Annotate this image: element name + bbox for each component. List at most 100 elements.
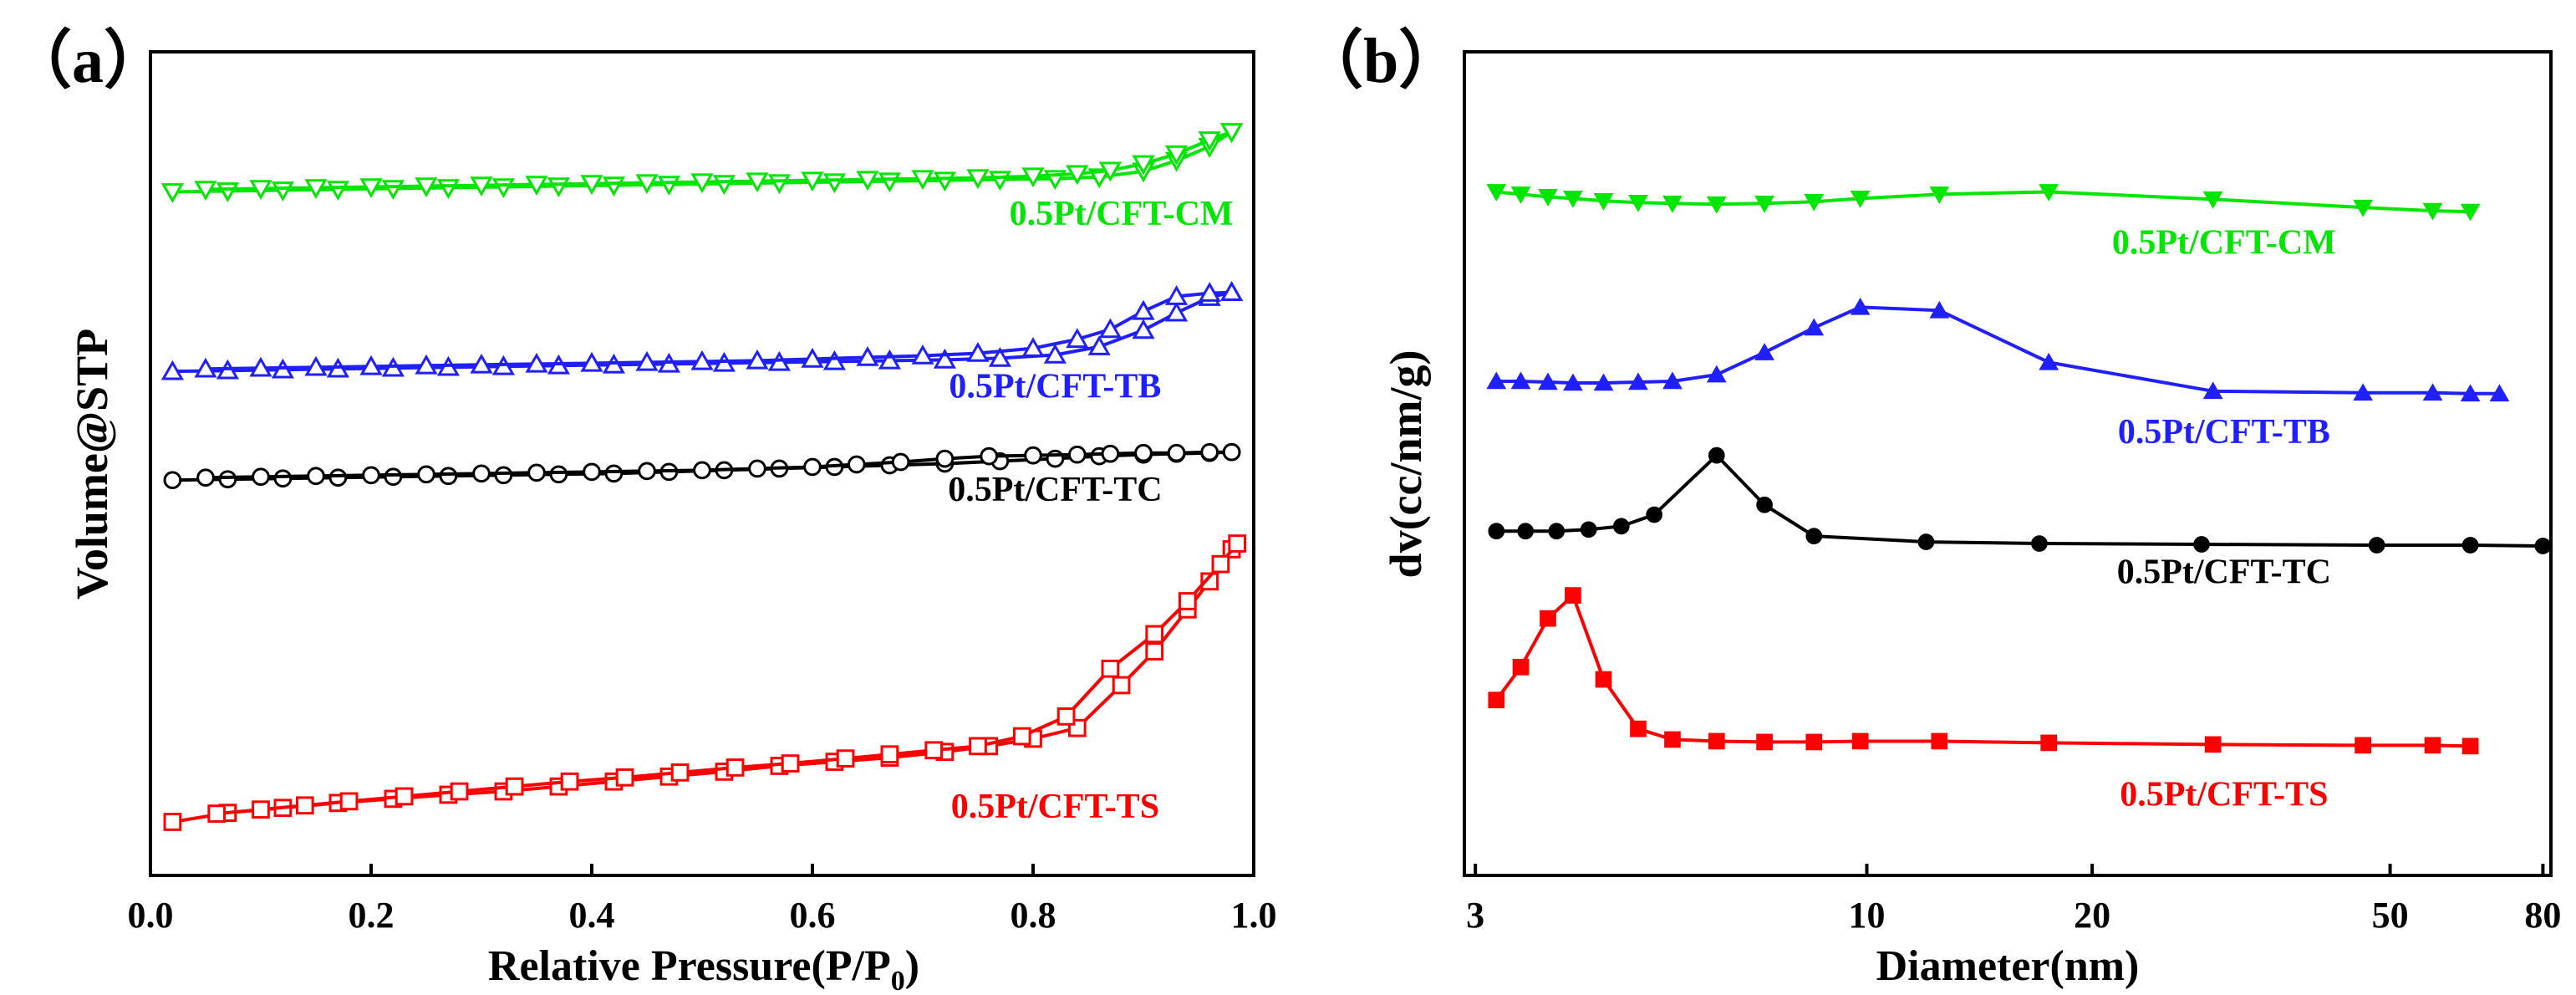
data-point [748,459,766,478]
data-point [1628,194,1648,212]
x-tick-label: 20 [2074,895,2110,936]
x-tick-label: 0.2 [349,895,395,936]
data-point [1805,528,1823,545]
data-point [163,471,182,490]
data-point [1646,506,1662,523]
data-point [1706,365,1727,383]
data-point [746,349,769,370]
data-point [304,355,328,376]
data-point [1145,642,1164,661]
data-point [1486,184,1507,202]
data-point [1548,523,1565,540]
data-point [1804,193,1825,212]
panel-a-x-axis-label: Relative Pressure(P/P0) [488,942,919,995]
data-point [1132,155,1155,176]
series-line [1496,453,2543,548]
data-point [439,467,458,486]
data-point [1112,676,1131,695]
panel-b-y-axis-label: dv(cc/nm/g) [1381,350,1431,579]
series-0-5pt-cft-ts: 0.5Pt/CFT-TS [1488,587,2479,814]
data-point [415,177,438,198]
data-point [1538,372,1558,390]
data-point [1043,344,1067,364]
series-0-5pt-cft-tb: 0.5Pt/CFT-TB [160,281,1244,406]
data-point [359,178,383,199]
data-point [2193,536,2210,553]
data-point [1804,318,1825,336]
legend-label-0-5pt-cft-tb: 0.5Pt/CFT-TB [2118,413,2330,452]
legend-label-0-5pt-cft-cm: 0.5Pt/CFT-CM [2112,223,2336,262]
data-point [580,175,603,196]
data-point [1512,658,1530,676]
data-point [194,357,217,378]
data-point [549,465,568,484]
data-point [1517,523,1535,540]
data-point [847,455,866,474]
data-point [1178,592,1197,610]
data-point [615,768,634,787]
panel-a-x-ticks: 0.0 0.2 0.4 0.6 0.8 1.0 [128,864,1277,936]
data-point [252,467,270,487]
data-point [1066,165,1089,186]
data-point [1851,732,1869,750]
data-point [525,176,548,196]
data-point [1488,523,1505,540]
data-point [604,464,624,483]
data-point [2424,737,2441,754]
data-point [1101,659,1120,678]
data-point [1510,186,1531,204]
panel-b-series-group: 0.5Pt/CFT-CM 0.5Pt/CFT-TB 0.5Pt/CFT-TC 0.5P… [1486,184,2552,814]
panel-b-x-ticks: 3 10 20 50 80 [1466,864,2561,936]
data-point [1067,445,1087,464]
data-point [2202,381,2223,400]
panel-a-series-group: 0.5Pt/CFT-CM 0.5Pt/CFT-TB 0.5Pt/CFT-TC 0.5P… [160,123,1247,831]
data-point [690,350,714,370]
panel-a-y-axis-label: Volume@STP [67,329,117,600]
data-point [856,171,879,191]
data-point [988,346,1011,367]
x-tick-label: 80 [2524,895,2561,936]
data-point [1929,300,1950,319]
data-point [878,349,901,370]
data-point [1538,189,1558,207]
data-point [1145,625,1164,644]
series-0-5pt-cft-cm: 0.5Pt/CFT-CM [160,123,1244,233]
series-line [1496,305,2500,395]
data-point [2039,184,2059,202]
data-point [1012,727,1031,746]
data-point [980,446,999,466]
legend-label-0-5pt-cft-cm: 0.5Pt/CFT-CM [1010,195,1234,233]
panel-b-plot-frame [1463,50,2553,877]
data-point [1706,196,1727,214]
data-point [836,749,855,768]
data-point [856,345,879,366]
data-point [690,173,714,194]
data-point [933,348,956,369]
panel-b-label: （b） [1300,26,1462,96]
data-point [339,792,359,811]
data-point [1708,446,1725,464]
data-point [1612,518,1630,535]
data-point [417,465,435,484]
data-point [1593,373,1614,391]
data-point [1563,191,1583,208]
data-point [635,174,659,195]
series-0-5pt-cft-cm: 0.5Pt/CFT-CM [1486,184,2481,262]
data-point [472,464,491,483]
data-point [2202,191,2223,209]
data-point [1754,195,1774,213]
data-point [1101,444,1120,463]
data-point [911,170,934,191]
data-point [1630,720,1647,737]
data-point [2460,203,2481,222]
data-point [304,179,328,199]
adsorption-line [172,548,1234,824]
series-0-5pt-cft-ts: 0.5Pt/CFT-TS [163,534,1247,831]
legend-label-0-5pt-cft-tb: 0.5Pt/CFT-TB [949,368,1161,406]
data-point [1593,192,1614,211]
data-point [1098,318,1122,339]
x-tick-label: 0.8 [1011,895,1056,936]
data-point [1565,587,1581,604]
data-point [2039,352,2059,370]
